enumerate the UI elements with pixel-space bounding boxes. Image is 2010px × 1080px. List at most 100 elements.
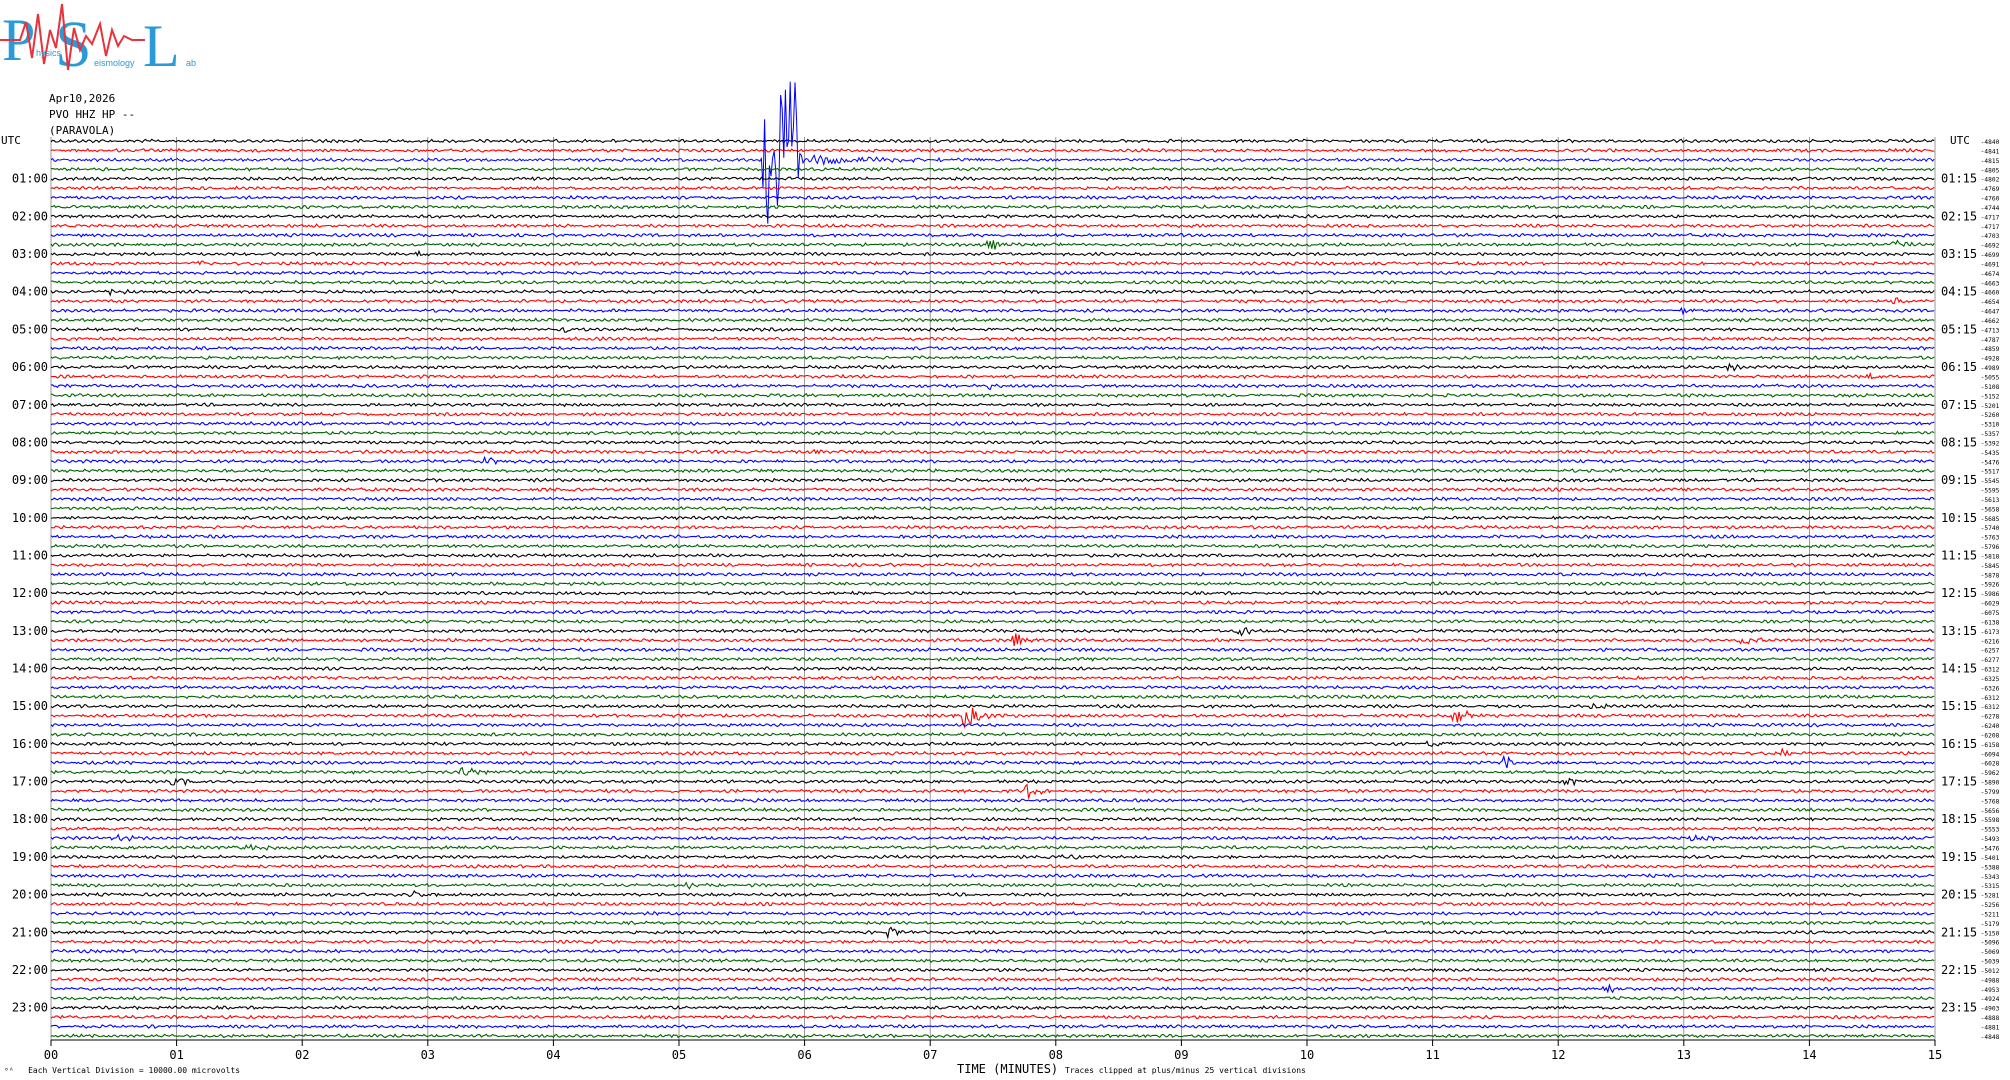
trace-offset-label: -5150 (1981, 930, 2000, 937)
trace-line (50, 590, 1935, 596)
trace-offset-label: -6138 (1981, 619, 2000, 626)
trace-line (50, 515, 1935, 521)
x-tick-label: 00 (44, 1048, 58, 1062)
x-tick-label: 03 (421, 1048, 435, 1062)
trace-line (50, 807, 1935, 813)
trace-offset-label: -5476 (1981, 846, 2000, 853)
trace-line (50, 797, 1935, 803)
trace-line (50, 204, 1935, 210)
trace-offset-label: -4744 (1981, 205, 2000, 212)
trace-offset-label: -4815 (1981, 158, 2000, 165)
x-tick-label: 02 (295, 1048, 309, 1062)
right-hour-label: 18:15 (1941, 812, 1977, 826)
trace-line (50, 656, 1935, 662)
logo-word-physics: hysics (36, 48, 62, 58)
trace-line (50, 421, 1935, 427)
x-tick-label: 08 (1049, 1048, 1063, 1062)
trace-offset-label: -5152 (1981, 393, 2000, 400)
trace-line (50, 647, 1935, 653)
trace-offset-label: -6277 (1981, 657, 2000, 664)
trace-offset-label: -5926 (1981, 582, 2000, 589)
right-hour-label: 06:15 (1941, 360, 1977, 374)
left-hour-label: 09:00 (12, 473, 48, 487)
trace-line (50, 571, 1935, 578)
trace-offset-label: -4647 (1981, 309, 2000, 316)
trace-offset-label: -5039 (1981, 959, 2000, 966)
trace-offset-label: -5357 (1981, 431, 2000, 438)
trace-offset-label: -5962 (1981, 770, 2000, 777)
right-hour-label: 20:15 (1941, 888, 1977, 902)
trace-offset-label: -5315 (1981, 883, 2000, 890)
left-hour-label: 18:00 (12, 812, 48, 826)
right-hour-label: 05:15 (1941, 322, 1977, 336)
trace-offset-label: -5818 (1981, 553, 2000, 560)
trace-line (50, 600, 1935, 606)
x-axis-label: TIME (MINUTES) (957, 1062, 1059, 1076)
trace-line (50, 707, 1935, 729)
trace-line (50, 816, 1935, 822)
clip-note: Traces clipped at plus/minus 25 vertical… (1065, 1066, 1306, 1075)
trace-offset-label: -4662 (1981, 318, 2000, 325)
trace-offset-label: -5392 (1981, 440, 2000, 447)
trace-offset-label: -6257 (1981, 648, 2000, 655)
x-tick-label: 10 (1300, 1048, 1314, 1062)
trace-offset-label: -6216 (1981, 638, 2000, 645)
x-tick-label: 09 (1174, 1048, 1188, 1062)
psl-logo: P S L hysics eismology ab (0, 3, 196, 78)
trace-line (50, 448, 1935, 455)
trace-line (50, 392, 1935, 399)
trace-offset-label: -5658 (1981, 506, 2000, 513)
trace-offset-label: -4840 (1981, 139, 2000, 146)
trace-line (50, 455, 1935, 466)
trace-offset-label: -5012 (1981, 968, 2000, 975)
trace-line (50, 355, 1935, 361)
trace-line (50, 1014, 1935, 1020)
trace-line (50, 411, 1935, 417)
trace-line (50, 702, 1935, 709)
left-hour-label: 07:00 (12, 398, 48, 412)
trace-offset-label: -4717 (1981, 214, 2000, 221)
trace-offset-label: -5595 (1981, 488, 2000, 495)
trace-line (50, 722, 1935, 728)
trace-line (50, 731, 1935, 738)
scale-note: ᵒᴬ Each Vertical Division = 10000.00 mic… (4, 1066, 240, 1075)
trace-line (50, 995, 1935, 1001)
left-hour-label: 21:00 (12, 925, 48, 939)
trace-offset-label: -6326 (1981, 685, 2000, 692)
left-hour-label: 01:00 (12, 172, 48, 186)
trace-offset-label: -4769 (1981, 186, 2000, 193)
x-tick-label: 01 (169, 1048, 183, 1062)
trace-line (50, 249, 1935, 257)
trace-line (50, 881, 1935, 890)
trace-line (50, 223, 1935, 229)
trace-line (50, 317, 1935, 323)
trace-offset-label: -4663 (1981, 280, 2000, 287)
x-tick-label: 12 (1551, 1048, 1565, 1062)
trace-offset-label: -5553 (1981, 827, 2000, 834)
right-hour-label: 19:15 (1941, 850, 1977, 864)
trace-line (50, 694, 1935, 700)
trace-line (50, 926, 1935, 940)
right-hour-label: 01:15 (1941, 172, 1977, 186)
trace-offset-label: -4802 (1981, 177, 2000, 184)
trace-line (50, 477, 1935, 483)
trace-offset-label: -6325 (1981, 676, 2000, 683)
trace-offset-label: -5768 (1981, 798, 2000, 805)
trace-offset-label: -4888 (1981, 1015, 2000, 1022)
trace-offset-label: -6075 (1981, 610, 2000, 617)
x-tick-label: 05 (672, 1048, 686, 1062)
trace-offset-label: -6312 (1981, 704, 2000, 711)
trace-line (50, 826, 1935, 832)
trace-line (50, 618, 1935, 624)
trace-offset-label: -5763 (1981, 535, 2000, 542)
trace-offset-label: -6208 (1981, 732, 2000, 739)
left-hour-label: 17:00 (12, 775, 48, 789)
trace-line (50, 609, 1935, 615)
logo-letter-s: S (55, 8, 92, 78)
trace-line (50, 754, 1935, 769)
trace-line (50, 863, 1935, 869)
trace-line (50, 948, 1935, 954)
trace-line (50, 288, 1935, 297)
trace-offset-label: -5476 (1981, 459, 2000, 466)
left-hour-label: 02:00 (12, 209, 48, 223)
